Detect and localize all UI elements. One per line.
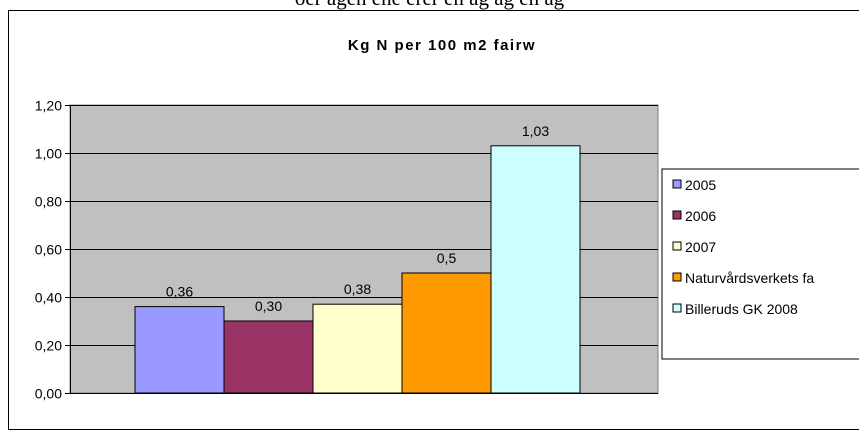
legend-label: Billeruds GK 2008 [685,301,798,317]
legend-label: Naturvårdsverkets fa [685,270,814,286]
legend-swatch [672,179,682,189]
y-tick-label: 0,00 [35,386,62,402]
legend-swatch [672,303,682,313]
bar [312,303,403,394]
data-label: 0,30 [255,298,282,314]
legend-box [661,168,859,360]
legend-swatch [672,272,682,282]
bar-chart: Kg N per 100 m2 fairw 0,00 0,20 0,40 0,60 0,… [35,37,859,402]
y-tick-label: 0,20 [35,338,62,354]
cropped-heading-text: oer agen ene erer en ag ag en ag [0,0,859,10]
bar [134,306,225,394]
data-label: 0,38 [344,281,371,297]
legend-label: 2007 [685,239,716,255]
data-label: 0,36 [166,284,193,300]
data-label: 1,03 [522,123,549,139]
legend-swatch [672,210,682,220]
chart-title: Kg N per 100 m2 fairw [348,37,536,54]
data-label: 0,5 [437,250,457,266]
legend-swatch [672,241,682,251]
legend-label: 2006 [685,208,716,224]
y-tick-label: 0,60 [35,242,62,258]
bar [490,145,581,394]
y-tick-label: 0,80 [35,194,62,210]
bar [223,320,314,394]
y-tick-label: 0,40 [35,290,62,306]
bar [401,272,492,394]
y-tick-label: 1,00 [35,146,62,162]
y-tick-label: 1,20 [35,98,62,114]
legend-label: 2005 [685,177,716,193]
